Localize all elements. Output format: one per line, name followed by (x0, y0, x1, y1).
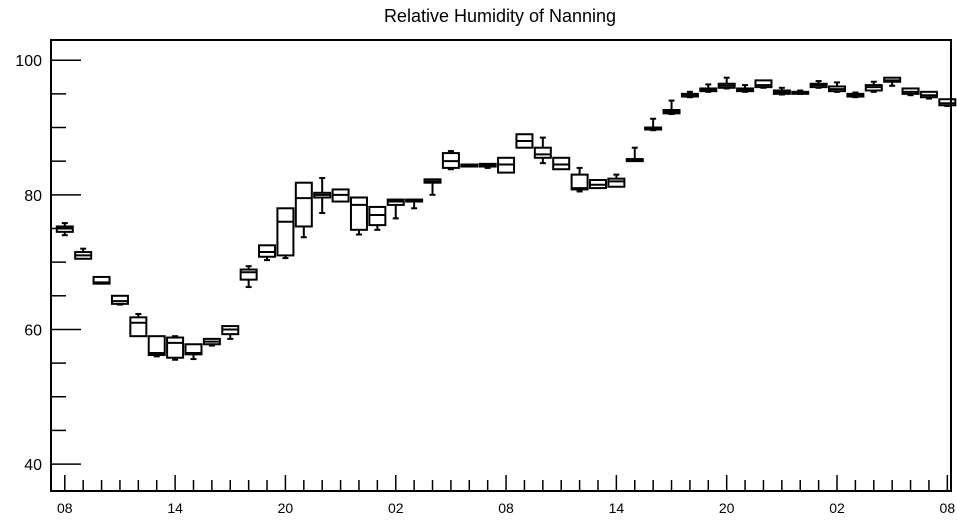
box-body (349, 196, 368, 231)
x-tick-label: 08 (498, 500, 514, 516)
box-33 (662, 99, 681, 116)
box-13 (294, 181, 313, 239)
boxes (55, 76, 957, 361)
box-5 (147, 335, 166, 358)
box-body (938, 98, 957, 107)
box-17 (368, 205, 387, 231)
x-tick-label: 14 (167, 500, 183, 516)
box-body (570, 173, 589, 191)
x-axis: 08 14 20 02 08 14 20 02 08 (57, 475, 955, 516)
box-48 (938, 98, 957, 107)
box-36 (717, 76, 736, 90)
box-body (184, 343, 203, 356)
box-body (110, 294, 129, 305)
box-31 (625, 146, 644, 163)
x-tick-label: 08 (940, 500, 956, 516)
box-29 (588, 179, 607, 190)
box-10 (239, 265, 258, 289)
box-23 (478, 162, 497, 169)
y-tick-label: 80 (24, 188, 42, 205)
box-3 (110, 294, 129, 306)
box-16 (349, 196, 368, 236)
box-14 (313, 176, 332, 214)
box-46 (901, 87, 920, 97)
box-body (607, 177, 626, 188)
box-9 (221, 325, 240, 340)
box-44 (864, 80, 883, 93)
box-24 (497, 156, 516, 174)
box-43 (846, 91, 865, 99)
y-tick-label: 100 (15, 53, 42, 70)
box-body (276, 207, 295, 257)
box-32 (644, 117, 663, 132)
box-38 (754, 79, 773, 89)
box-7 (184, 343, 203, 361)
box-26 (533, 136, 552, 165)
box-27 (552, 156, 571, 171)
box-39 (772, 86, 791, 96)
x-tick-label: 08 (57, 500, 73, 516)
x-tick-label: 02 (388, 500, 404, 516)
box-12 (276, 207, 295, 260)
box-body (754, 79, 773, 89)
box-2 (92, 275, 111, 285)
x-tick-label: 20 (278, 500, 294, 516)
box-21 (441, 150, 460, 171)
box-45 (883, 76, 902, 87)
x-tick-label: 14 (609, 500, 625, 516)
box-body (368, 205, 387, 227)
box-1 (74, 247, 93, 260)
box-42 (828, 81, 847, 93)
box-8 (202, 337, 221, 347)
box-22 (460, 163, 479, 168)
box-34 (680, 90, 699, 99)
y-tick-label: 40 (24, 457, 42, 474)
box-body (239, 268, 258, 281)
box-30 (607, 173, 626, 188)
box-11 (258, 244, 277, 262)
box-body (258, 244, 277, 258)
box-0 (55, 222, 74, 237)
plot-area-frame (50, 39, 952, 492)
box-19 (405, 198, 424, 210)
box-body (533, 146, 552, 159)
box-28 (570, 166, 589, 193)
box-body (166, 336, 185, 359)
y-axis: 40 60 80 100 (15, 53, 81, 474)
x-tick-label: 20 (719, 500, 735, 516)
box-18 (386, 198, 405, 220)
box-body (129, 316, 148, 338)
box-6 (166, 335, 185, 361)
box-35 (699, 83, 718, 93)
box-25 (515, 133, 534, 149)
box-body (147, 335, 166, 357)
box-4 (129, 312, 148, 338)
y-tick-label: 60 (24, 322, 42, 339)
box-37 (736, 84, 755, 93)
box-40 (791, 89, 810, 95)
box-15 (331, 188, 350, 203)
chart-title: Relative Humidity of Nanning (384, 6, 616, 26)
box-47 (919, 90, 938, 100)
box-body (92, 275, 111, 285)
box-20 (423, 178, 442, 196)
box-41 (809, 80, 828, 89)
box-body (552, 156, 571, 171)
box-body (294, 181, 313, 228)
x-tick-label: 02 (829, 500, 845, 516)
